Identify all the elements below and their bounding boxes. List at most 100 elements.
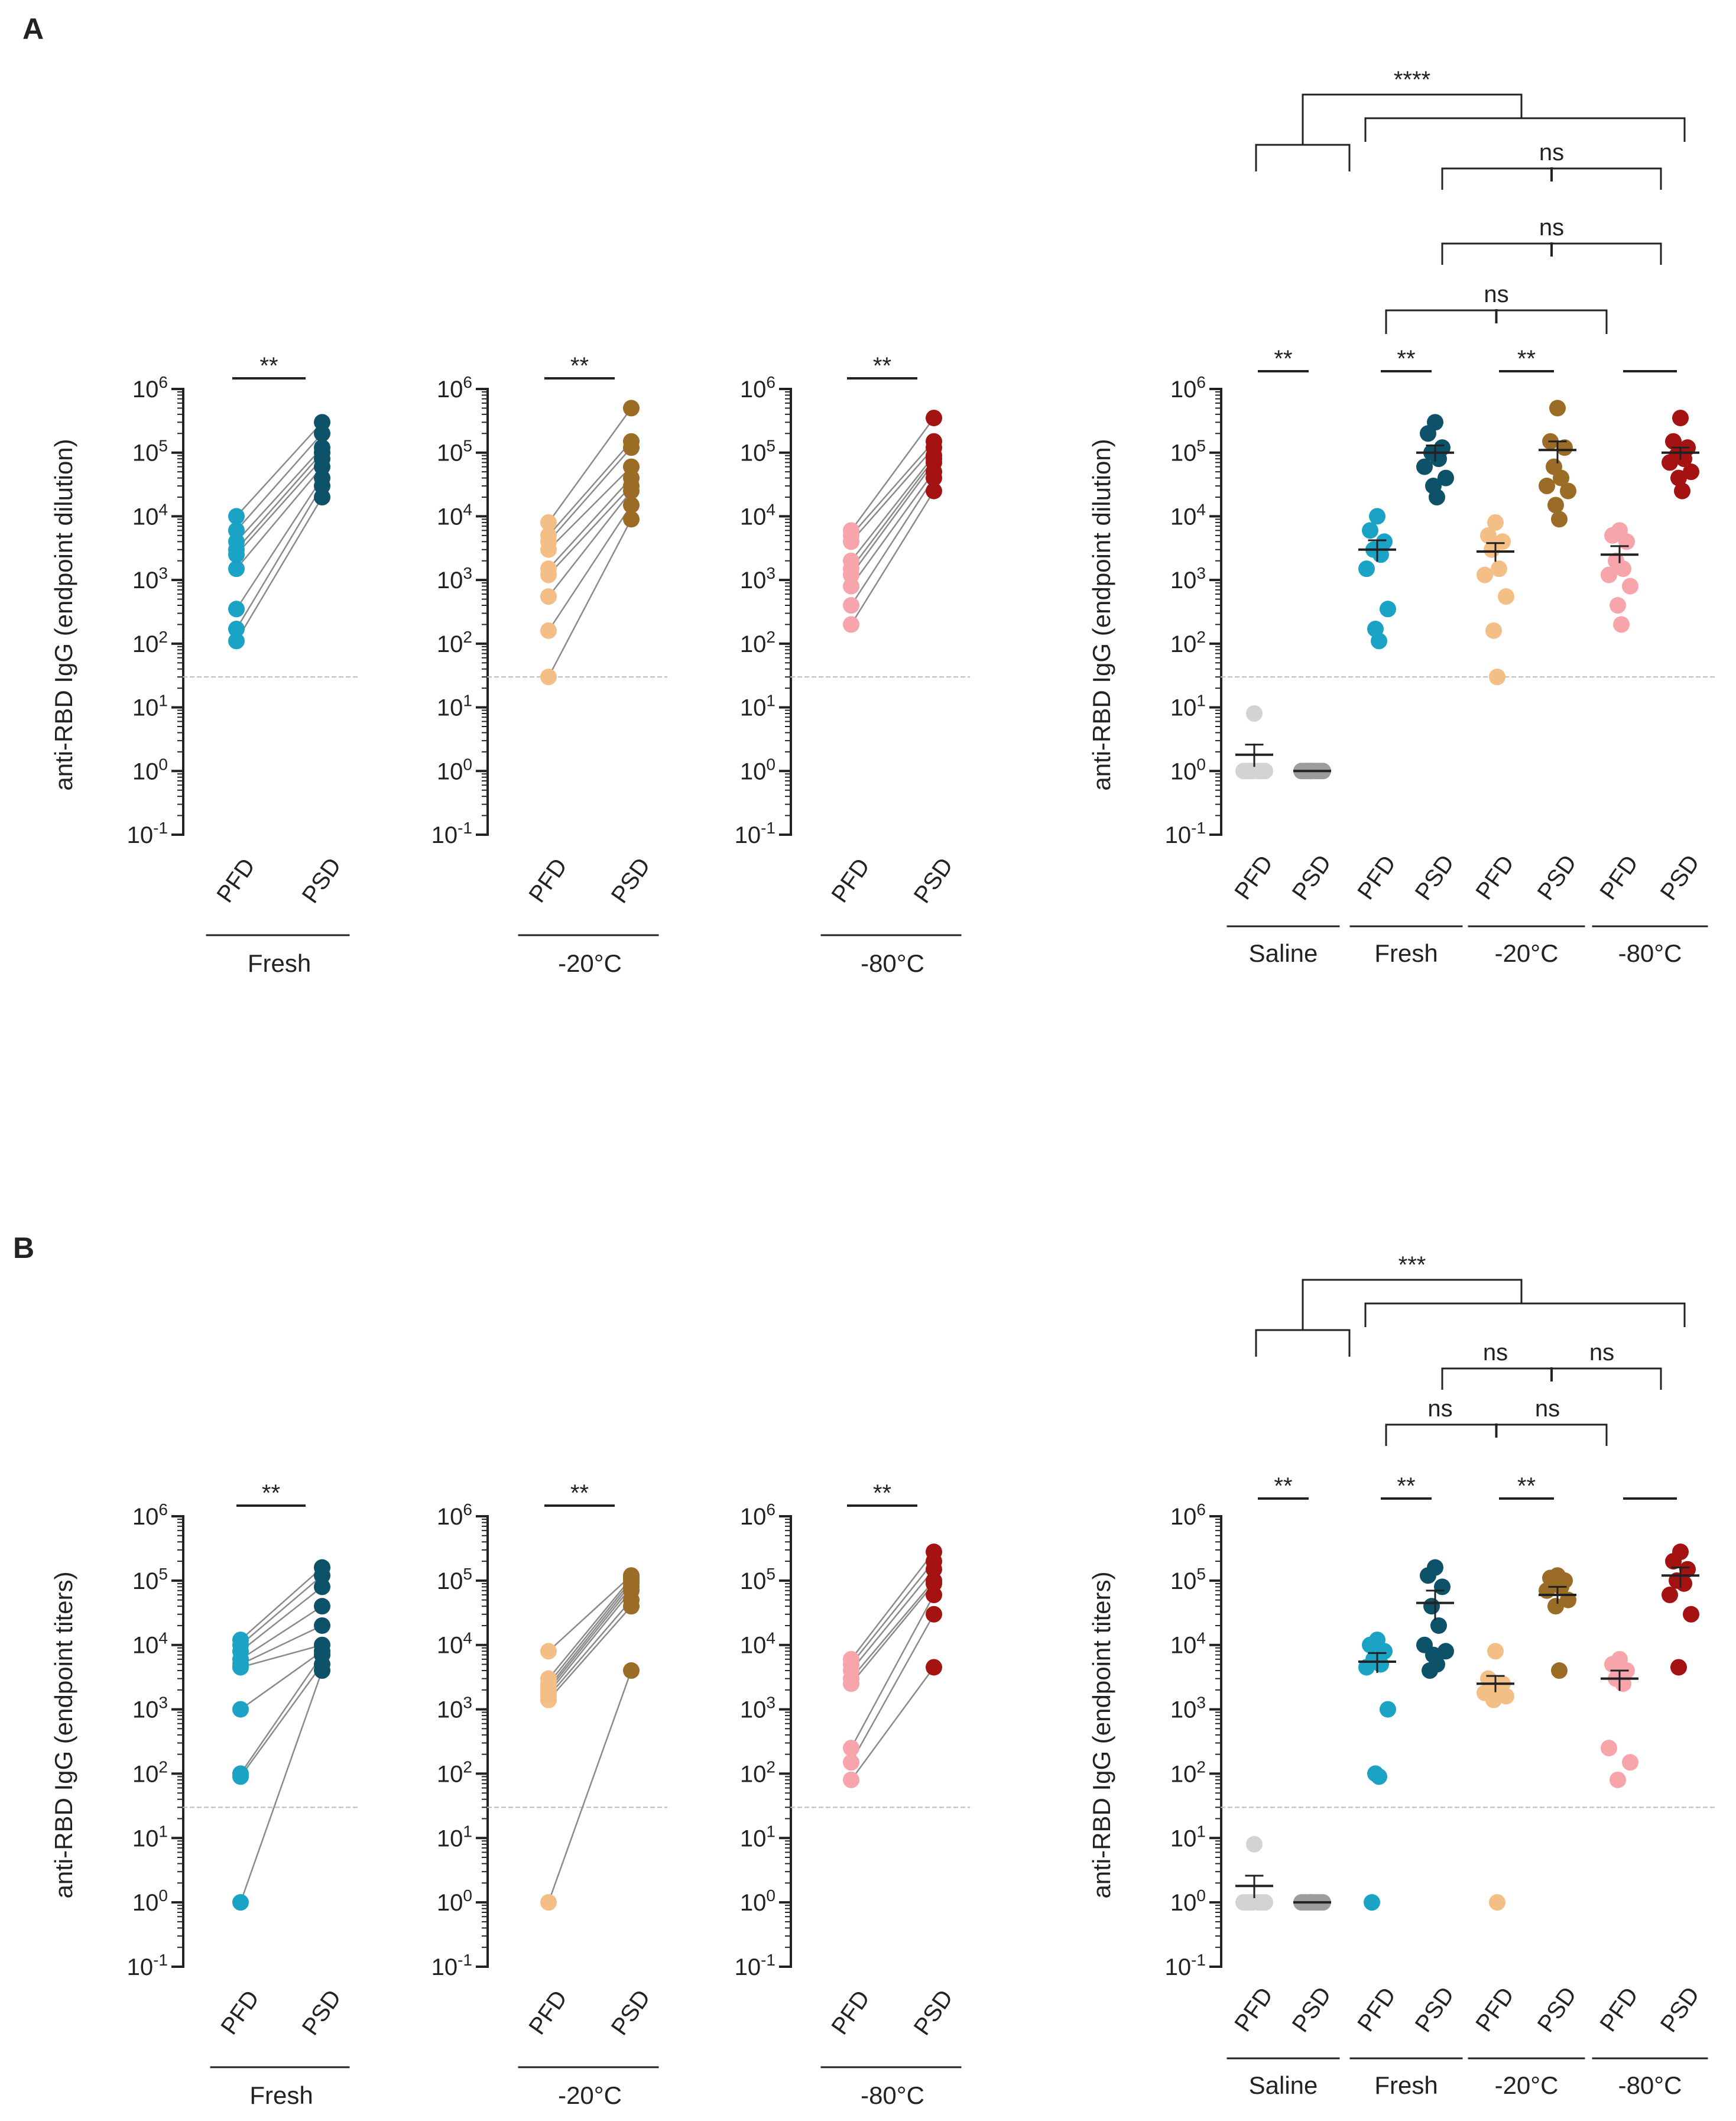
data-point-pfd <box>540 622 557 639</box>
data-point-psd <box>1438 1643 1454 1660</box>
data-point-psd <box>926 1659 942 1676</box>
comparison-label: ns <box>1483 1340 1508 1366</box>
group-label: -20°C <box>558 2081 622 2109</box>
data-point-pfd <box>232 1701 249 1718</box>
data-point-pfd <box>1601 566 1617 583</box>
group-label: Saline <box>1249 2071 1318 2099</box>
overall-significance-label: *** <box>1398 1252 1426 1278</box>
data-point-pfd <box>228 621 245 638</box>
data-point-pfd <box>1615 560 1631 578</box>
data-point-pfd <box>1371 1768 1387 1785</box>
data-point-pfd <box>1380 1701 1396 1718</box>
y-tick-label: 100 <box>132 1886 168 1916</box>
pair-line <box>235 465 323 570</box>
panel-label-b: B <box>13 1231 34 1264</box>
pair-line <box>547 1577 632 1680</box>
data-point-pfd <box>232 1894 249 1911</box>
data-point-psd <box>1422 1662 1438 1679</box>
data-point-pfd <box>1257 763 1273 780</box>
pair-line <box>235 446 323 543</box>
data-point-pfd <box>232 1768 249 1785</box>
data-point-pfd <box>1485 1691 1502 1708</box>
pair-line <box>850 458 935 570</box>
data-point-psd <box>926 1575 942 1592</box>
significance-label: ** <box>262 1480 280 1506</box>
group-label: Saline <box>1249 939 1318 967</box>
comparison-label: ns <box>1484 281 1508 307</box>
data-point-pfd <box>1358 560 1375 578</box>
significance-label: ** <box>873 1480 891 1506</box>
data-point-psd <box>314 1578 330 1595</box>
data-point-pfd <box>540 514 557 531</box>
pair-line <box>850 476 935 607</box>
overall-bracket <box>1302 93 1523 145</box>
pair-line <box>547 504 632 632</box>
pair-line <box>547 440 632 537</box>
data-point-pfd <box>1489 1894 1505 1911</box>
data-point-pfd <box>1604 1656 1621 1673</box>
data-point-psd <box>1429 489 1445 506</box>
data-point-psd <box>926 1606 942 1623</box>
significance-label: ** <box>1517 1473 1536 1499</box>
data-point-pfd <box>540 1691 557 1708</box>
data-point-pfd <box>843 1771 859 1788</box>
pair-line <box>850 461 935 576</box>
significance-label: ** <box>873 353 891 379</box>
overall-significance-label: **** <box>1394 67 1430 93</box>
pair-line <box>239 1669 323 1903</box>
pair-line <box>547 1585 632 1691</box>
significance-label: ** <box>259 353 278 379</box>
data-point-psd <box>1560 482 1576 500</box>
y-axis-title-a2: anti-RBD IgG (endpoint dilution) <box>1088 439 1115 790</box>
data-point-pfd <box>1364 1894 1380 1911</box>
data-point-pfd <box>1257 1894 1273 1911</box>
vaccinated-bracket <box>1364 1302 1686 1327</box>
pair-line <box>547 446 632 543</box>
vaccinated-bracket <box>1364 117 1686 142</box>
pair-line <box>239 1663 323 1778</box>
data-point-pfd <box>1613 616 1630 633</box>
data-point-psd <box>1434 1578 1451 1595</box>
pair-line <box>850 454 935 562</box>
data-point-psd <box>623 497 640 514</box>
y-tick-label-text: 104 <box>740 500 775 530</box>
data-point-pfd <box>1498 1688 1514 1705</box>
data-point-psd <box>1662 1587 1678 1604</box>
data-point-pfd <box>540 588 557 605</box>
data-point-pfd <box>228 508 245 525</box>
data-point-pfd <box>1622 1754 1638 1771</box>
data-point-psd <box>1420 1567 1436 1584</box>
y-tick-label-text: 100 <box>132 1886 168 1916</box>
panel-label-a: A <box>22 12 44 46</box>
y-tick-label: 106 <box>1170 1500 1206 1530</box>
data-point-psd <box>314 425 330 442</box>
y-tick-label: 105 <box>1170 1565 1206 1594</box>
data-point-psd <box>1539 1582 1555 1599</box>
data-point-pfd <box>540 1643 557 1660</box>
data-point-pfd <box>1369 508 1385 525</box>
data-point-psd <box>1672 410 1689 427</box>
pair-line <box>239 1566 323 1641</box>
group-label: Fresh <box>1374 2071 1438 2099</box>
data-point-pfd <box>540 566 557 583</box>
pair-line <box>547 465 632 551</box>
data-point-psd <box>1539 478 1555 495</box>
data-point-psd <box>1551 511 1568 528</box>
pair-line <box>547 1605 632 1701</box>
data-point-psd <box>623 482 640 500</box>
data-point-psd <box>1438 469 1454 487</box>
pair-line <box>235 476 323 610</box>
pair-line <box>850 471 935 588</box>
y-tick-label-text: 10-1 <box>431 819 472 848</box>
pair-line <box>235 451 323 551</box>
pair-line <box>547 1580 632 1685</box>
data-point-pfd <box>228 546 245 563</box>
data-point-psd <box>926 1587 942 1604</box>
data-point-psd <box>1683 1606 1699 1623</box>
pair-line <box>850 1582 935 1685</box>
comparison-label: ns <box>1535 1396 1560 1422</box>
data-point-pfd <box>1380 601 1396 618</box>
